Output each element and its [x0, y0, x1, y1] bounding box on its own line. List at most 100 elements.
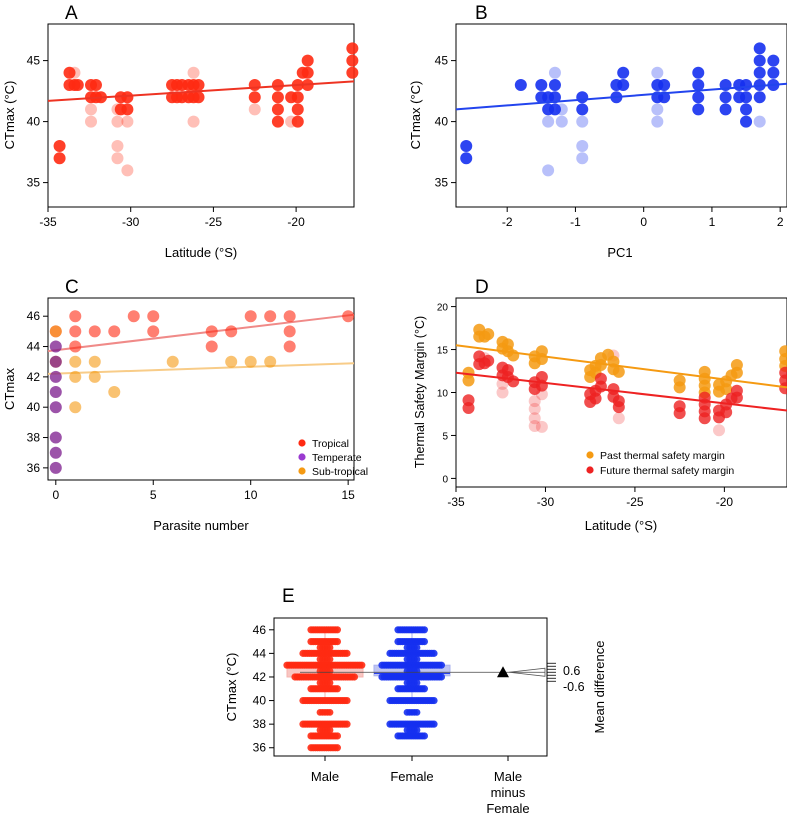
panel-b-xtick-label: 2	[777, 215, 784, 229]
panel-b-point-faded	[651, 66, 664, 79]
panel-b-ytick-label: 35	[435, 176, 449, 190]
panel-a-ylabel: CTmax (°C)	[2, 81, 17, 150]
panel-c-ytick-label: 44	[27, 340, 41, 354]
panel-c-ytick-label: 46	[27, 309, 41, 323]
panel-label-a: A	[65, 3, 78, 24]
panel-e-difference-distribution	[508, 667, 546, 677]
panel-c-point-temperate	[49, 370, 62, 383]
panel-c-point-subtropical	[69, 370, 82, 383]
panel-a-point	[291, 91, 304, 104]
panel-a-ytick-label: 35	[27, 176, 41, 190]
panel-e-right-label: Mean difference	[592, 641, 607, 734]
panel-b-point	[548, 91, 561, 104]
panel-a-point	[271, 79, 284, 91]
panel-a-point-faded	[111, 115, 124, 128]
panel-c-point-subtropical	[166, 355, 179, 368]
panel-d-point-faded	[496, 386, 509, 399]
panel-e-male-point	[326, 667, 334, 675]
panel-e-male-point	[326, 708, 334, 716]
panel-b-point-faded	[576, 140, 589, 152]
legend-temperate-label: Temperate	[312, 452, 362, 464]
panel-label-c: C	[65, 277, 79, 298]
panel-c-point-subtropical	[69, 401, 82, 414]
panel-a-xlabel: Latitude (°S)	[165, 245, 237, 260]
panel-c-plot: 0 5 10 15 36 38 40 42 44 46	[27, 309, 356, 502]
panel-a-point	[71, 79, 84, 91]
panel-b-point	[535, 79, 548, 91]
panel-c-xtick-label: 15	[341, 488, 355, 502]
panel-e-male-point	[333, 626, 341, 634]
panel-b-point	[692, 79, 705, 91]
panel-e-male-point	[333, 732, 341, 740]
panel-c-point-temperate	[49, 446, 62, 459]
panel-c-trend-tropical	[47, 313, 355, 353]
panel-c-point-temperate	[49, 355, 62, 368]
panel-d-point-future	[698, 412, 711, 425]
panel-b-xtick-label: -2	[502, 215, 513, 229]
panel-c-point-tropical	[342, 310, 355, 323]
panel-e-female-point	[413, 708, 421, 716]
panel-e-mean-difference-marker	[497, 666, 509, 678]
panel-c-point-subtropical	[264, 355, 277, 368]
panel-d-point-past	[482, 328, 495, 341]
panel-b-point	[514, 79, 527, 91]
legend-past-swatch	[586, 451, 594, 459]
panel-e-male-point	[358, 661, 366, 669]
legend-temperate-swatch	[298, 453, 306, 461]
panel-c-xlabel: Parasite number	[153, 518, 249, 533]
panel-d-ytick-label: 15	[437, 346, 449, 357]
panel-c-xtick-label: 0	[52, 488, 59, 502]
panel-d-point-future	[673, 407, 686, 420]
panel-e-ytick-label: 44	[253, 646, 267, 660]
panel-d-point-future	[589, 392, 602, 405]
panel-label-d: D	[475, 277, 489, 298]
panel-d-point-future	[612, 401, 625, 414]
panel-c-ytick-label: 38	[27, 431, 41, 445]
panel-a-point	[89, 79, 102, 91]
panel-b-point	[548, 79, 561, 91]
panel-e-ylabel: CTmax (°C)	[224, 653, 239, 722]
legend-subtropical-swatch	[298, 467, 306, 475]
panel-a-point	[291, 103, 304, 116]
panel-c-point-tropical	[69, 340, 82, 353]
panel-c-point-tropical	[88, 325, 101, 338]
panel-b-point	[740, 79, 753, 91]
panel-b-ytick-label: 40	[435, 115, 449, 129]
panel-a-point-faded	[111, 140, 124, 152]
panel-e-male-point	[333, 637, 341, 646]
panel-b-frame	[455, 23, 787, 208]
panel-c-point-tropical	[283, 325, 296, 338]
panel-c-ytick-label: 36	[27, 461, 41, 475]
panel-d-point-faded	[528, 412, 541, 425]
panel-a-point-faded	[121, 115, 134, 128]
panel-c-point-tropical	[225, 325, 238, 338]
panel-a-point-faded	[85, 103, 98, 116]
panel-d-xtick-label: -35	[447, 495, 465, 509]
panel-e-male-point	[326, 655, 334, 663]
panel-e-female-point	[430, 649, 438, 657]
panel-a-point	[271, 115, 284, 128]
panel-a-point	[271, 103, 284, 116]
panel-e-male-point	[326, 644, 334, 651]
panel-b-point-faded	[542, 115, 555, 128]
panel-c-point-subtropical	[69, 355, 82, 368]
panel-e-female-point	[413, 726, 421, 734]
panel-c-point-tropical	[147, 325, 160, 338]
legend-past-label: Past thermal safety margin	[600, 450, 725, 462]
panel-b-point	[753, 66, 766, 79]
panel-a-point	[248, 79, 261, 91]
panel-c-point-tropical	[69, 310, 82, 323]
panel-b-point	[753, 91, 766, 104]
panel-c-point-tropical	[69, 325, 82, 338]
panel-c-point-temperate	[49, 461, 62, 474]
panel-d-plot: -35 -30 -25 -20 0 5 10 15 20	[437, 303, 787, 509]
panel-d-trend-future	[455, 371, 787, 412]
panel-d-point-future	[720, 406, 733, 419]
panel-b-ylabel: CTmax (°C)	[408, 81, 423, 150]
panel-c-trend-subtropical	[47, 362, 355, 375]
panel-c-point-tropical	[283, 340, 296, 353]
panel-d-point-past	[730, 366, 743, 379]
panel-e-female-point	[420, 637, 428, 646]
panel-a-ytick-label: 40	[27, 115, 41, 129]
